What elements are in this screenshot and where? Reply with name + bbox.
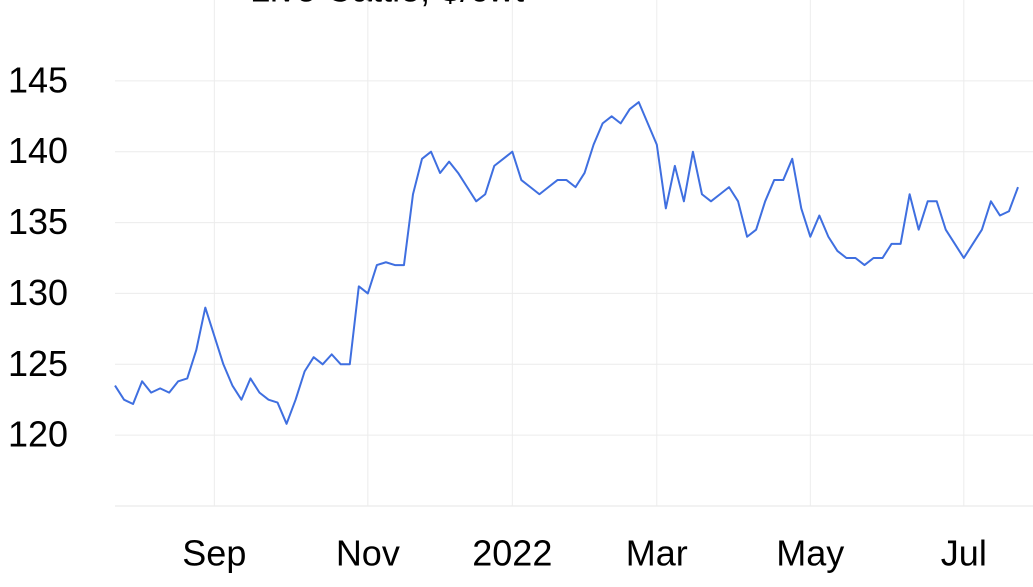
y-tick-label: 125 — [8, 343, 68, 384]
y-tick-label: 130 — [8, 272, 68, 313]
x-tick-label: Jul — [941, 533, 987, 574]
y-tick-label: 145 — [8, 59, 68, 100]
y-tick-label: 135 — [8, 201, 68, 242]
line-series — [114, 101, 1019, 425]
y-tick-label: 120 — [8, 414, 68, 455]
x-tick-label: Mar — [626, 533, 688, 574]
x-tick-label: Nov — [336, 533, 400, 574]
chart-title: Live Cattle, $/cwt — [250, 0, 524, 10]
x-tick-label: May — [776, 533, 844, 574]
y-tick-label: 140 — [8, 130, 68, 171]
x-tick-label: Sep — [182, 533, 246, 574]
x-tick-label: 2022 — [472, 533, 552, 574]
